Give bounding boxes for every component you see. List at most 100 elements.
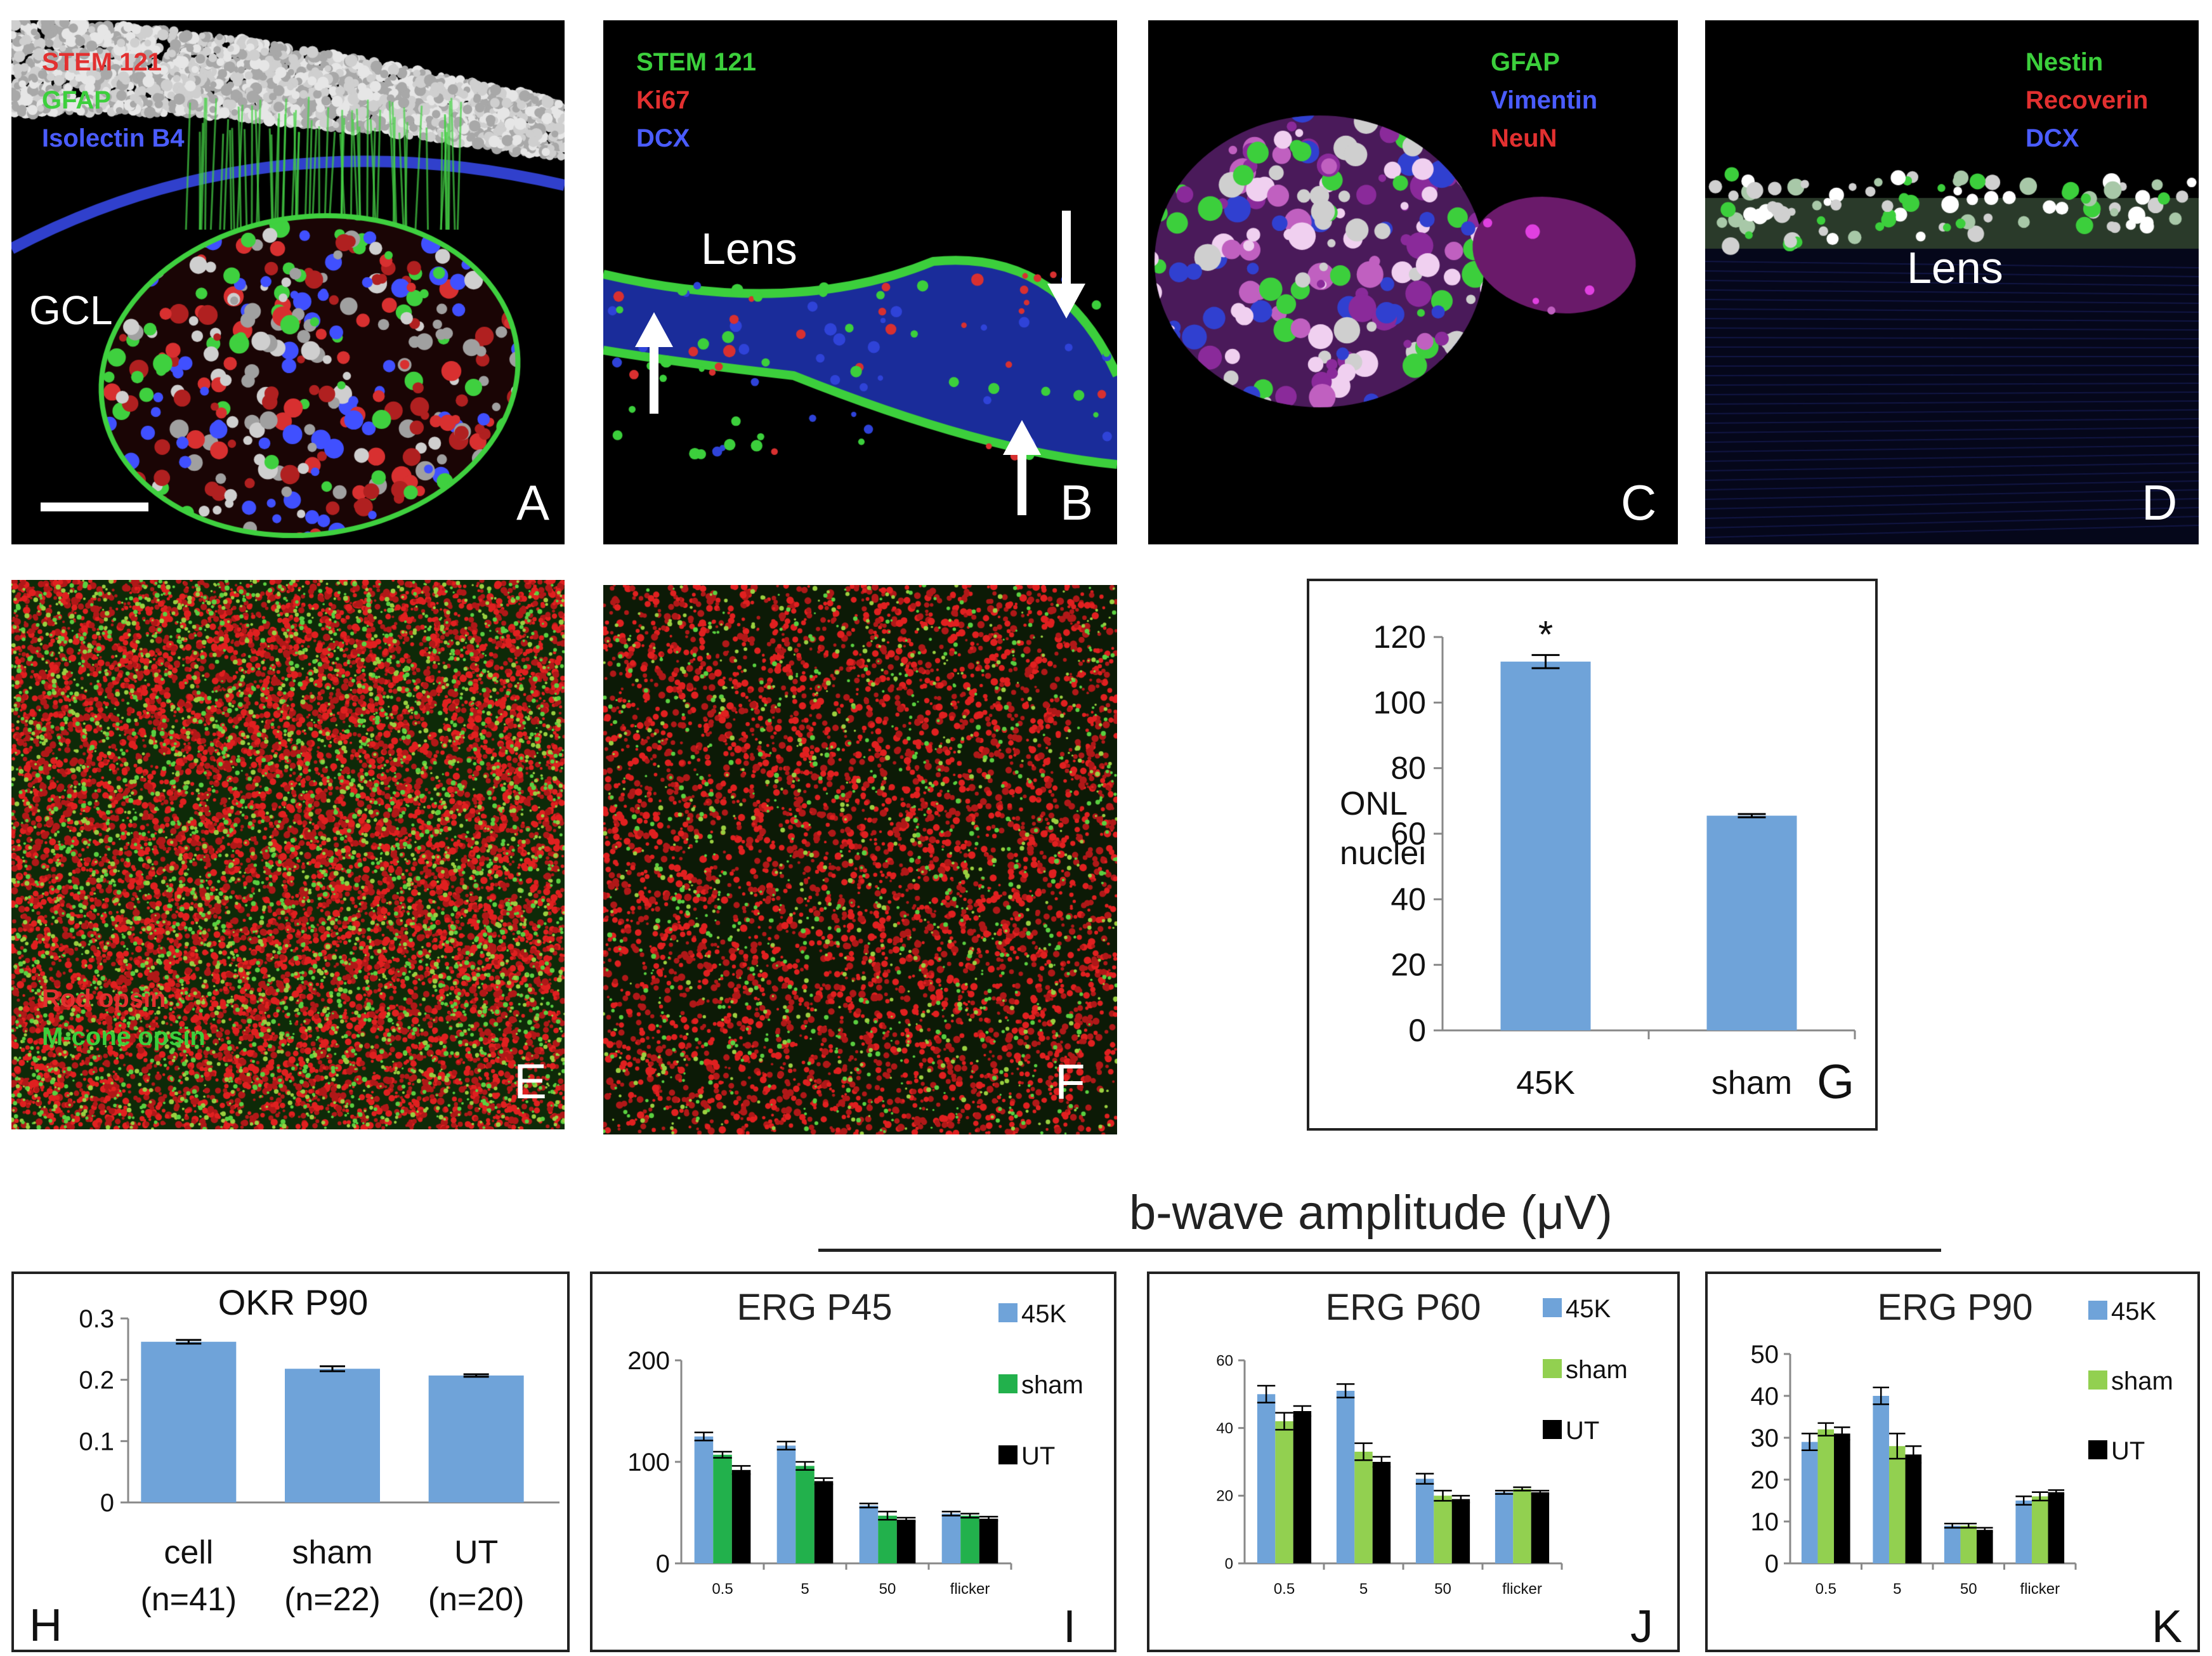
scale-bar	[41, 503, 148, 511]
bwave-title: b-wave amplitude (μV)	[1129, 1186, 1613, 1240]
bar	[1905, 1454, 1922, 1563]
panel-letter: J	[1630, 1601, 1653, 1650]
panel-letter-e: E	[514, 1053, 547, 1109]
x-tick-label: flicker	[1502, 1580, 1542, 1598]
x-tick-label: 0.5	[1816, 1580, 1836, 1598]
lens-label: Lens	[1907, 243, 2003, 292]
stain-label: DCX	[2025, 124, 2079, 152]
y-tick-label: 120	[1373, 619, 1426, 655]
panel-letter-a: A	[516, 475, 550, 530]
legend-swatch	[2088, 1440, 2107, 1459]
bar	[1495, 1492, 1514, 1563]
bar	[814, 1481, 834, 1563]
bar	[941, 1513, 961, 1563]
y-tick-label: 40	[1751, 1383, 1779, 1410]
x-tick-label: 5	[1359, 1580, 1368, 1598]
legend-label: 45K	[2111, 1298, 2156, 1325]
bar	[1372, 1462, 1391, 1563]
bar	[1706, 815, 1797, 1030]
chart-k-plot: 0 10 20 30 40 50 ERG P90 0.5 5 50 flicker 45K sham UT…	[1751, 1287, 2183, 1652]
legend-swatch	[1543, 1298, 1562, 1317]
y-tick-label: 10	[1751, 1508, 1779, 1536]
bar	[1888, 1446, 1906, 1563]
bar	[1513, 1488, 1531, 1563]
bar	[285, 1369, 380, 1502]
panel-letter-g: G	[1817, 1055, 1854, 1109]
x-tick-label: UT	[454, 1534, 498, 1571]
panel-f-image: F	[603, 585, 1117, 1134]
arrow-down-icon	[1047, 211, 1085, 319]
bar	[731, 1469, 751, 1563]
chart-j-plot: 0 20 40 60 ERG P60 0.5 5 50 flicker 45K sham UT J	[1216, 1287, 1653, 1652]
y-tick-label: 100	[1373, 685, 1426, 720]
chart-j: 0 20 40 60 ERG P60 0.5 5 50 flicker 45K sham UT J	[1147, 1272, 1680, 1652]
panel-letter-c: C	[1621, 475, 1657, 530]
x-tick-label: cell	[164, 1534, 213, 1571]
y-tick-label: 0.1	[79, 1428, 114, 1456]
y-tick-label: 0	[100, 1489, 114, 1517]
bar	[694, 1436, 714, 1563]
stain-label: DCX	[636, 124, 690, 152]
bar	[1336, 1391, 1355, 1563]
panel-e-image: Rod opsin M-cone opsin E	[11, 580, 565, 1129]
bar	[428, 1375, 524, 1502]
x-tick-sublabel: (n=20)	[428, 1581, 525, 1618]
legend-swatch	[2088, 1301, 2107, 1320]
legend-swatch	[998, 1303, 1018, 1322]
bar	[2015, 1501, 2032, 1563]
legend-label: UT	[1021, 1442, 1055, 1470]
x-tick-label: 50	[879, 1580, 896, 1598]
chart-g-plot: 0 20 40 60 80 100 120 ONL nuclei 45K * sham G	[1340, 613, 1856, 1109]
significance-marker: *	[1538, 613, 1553, 655]
legend-label: sham	[2111, 1367, 2173, 1395]
legend-label: UT	[2111, 1437, 2145, 1465]
bar	[1834, 1433, 1850, 1563]
x-tick-label: 5	[1893, 1580, 1901, 1598]
y-tick-label: 0	[656, 1550, 670, 1578]
legend-label: 45K	[1566, 1295, 1611, 1323]
panel-letter-h: H	[29, 1600, 62, 1650]
arrow-up-icon	[635, 312, 673, 414]
arrow-up-icon	[1003, 420, 1041, 515]
y-axis-label: ONL	[1340, 785, 1408, 822]
bar	[1415, 1478, 1434, 1563]
y-tick-label: 0.2	[79, 1367, 114, 1395]
stain-label: Rod opsin	[42, 985, 166, 1013]
bar	[1257, 1394, 1276, 1563]
bar	[1944, 1525, 1961, 1563]
y-tick-label: 60	[1391, 816, 1426, 851]
stain-label: GFAP	[42, 86, 111, 114]
chart-title: ERG P45	[737, 1287, 893, 1328]
stain-label: NeuN	[1491, 124, 1557, 152]
y-tick-label: 80	[1391, 751, 1426, 786]
stain-label: Nestin	[2025, 48, 2104, 76]
bar	[859, 1505, 879, 1563]
chart-i: 0 100 200 ERG P45 0.5 5 50 flicker 45K sham UT I	[590, 1272, 1116, 1652]
bar	[776, 1445, 796, 1563]
chart-k: 0 10 20 30 40 50 ERG P90 0.5 5 50 flicker 45K sham UT…	[1705, 1272, 2200, 1652]
y-tick-label: 40	[1391, 881, 1426, 917]
chart-title: ERG P90	[1878, 1287, 2033, 1328]
bar	[1817, 1429, 1835, 1563]
legend-swatch	[2088, 1370, 2107, 1390]
stain-label: GFAP	[1491, 48, 1560, 76]
bar	[2048, 1492, 2065, 1563]
panel-c-image: GFAP Vimentin NeuN C	[1148, 20, 1678, 544]
y-tick-label: 0	[1765, 1550, 1779, 1578]
chart-title: ERG P60	[1326, 1287, 1481, 1328]
panel-b-image: STEM 121 Ki67 DCX Lens B	[603, 20, 1117, 544]
stain-label: Isolectin B4	[42, 124, 185, 152]
y-tick-label: 20	[1391, 947, 1426, 983]
lens-label: Lens	[701, 224, 797, 273]
legend-label: sham	[1566, 1356, 1628, 1384]
legend-swatch	[998, 1374, 1018, 1393]
gcl-label: GCL	[29, 287, 113, 333]
x-tick-label: 0.5	[1274, 1580, 1295, 1598]
bar	[1275, 1421, 1293, 1563]
x-tick-label: 0.5	[712, 1580, 733, 1598]
panel-letter-f: F	[1055, 1054, 1085, 1110]
bar	[1801, 1442, 1818, 1563]
y-tick-label: 0	[1408, 1013, 1426, 1048]
x-tick-label: 5	[801, 1580, 809, 1598]
bar	[878, 1515, 897, 1563]
